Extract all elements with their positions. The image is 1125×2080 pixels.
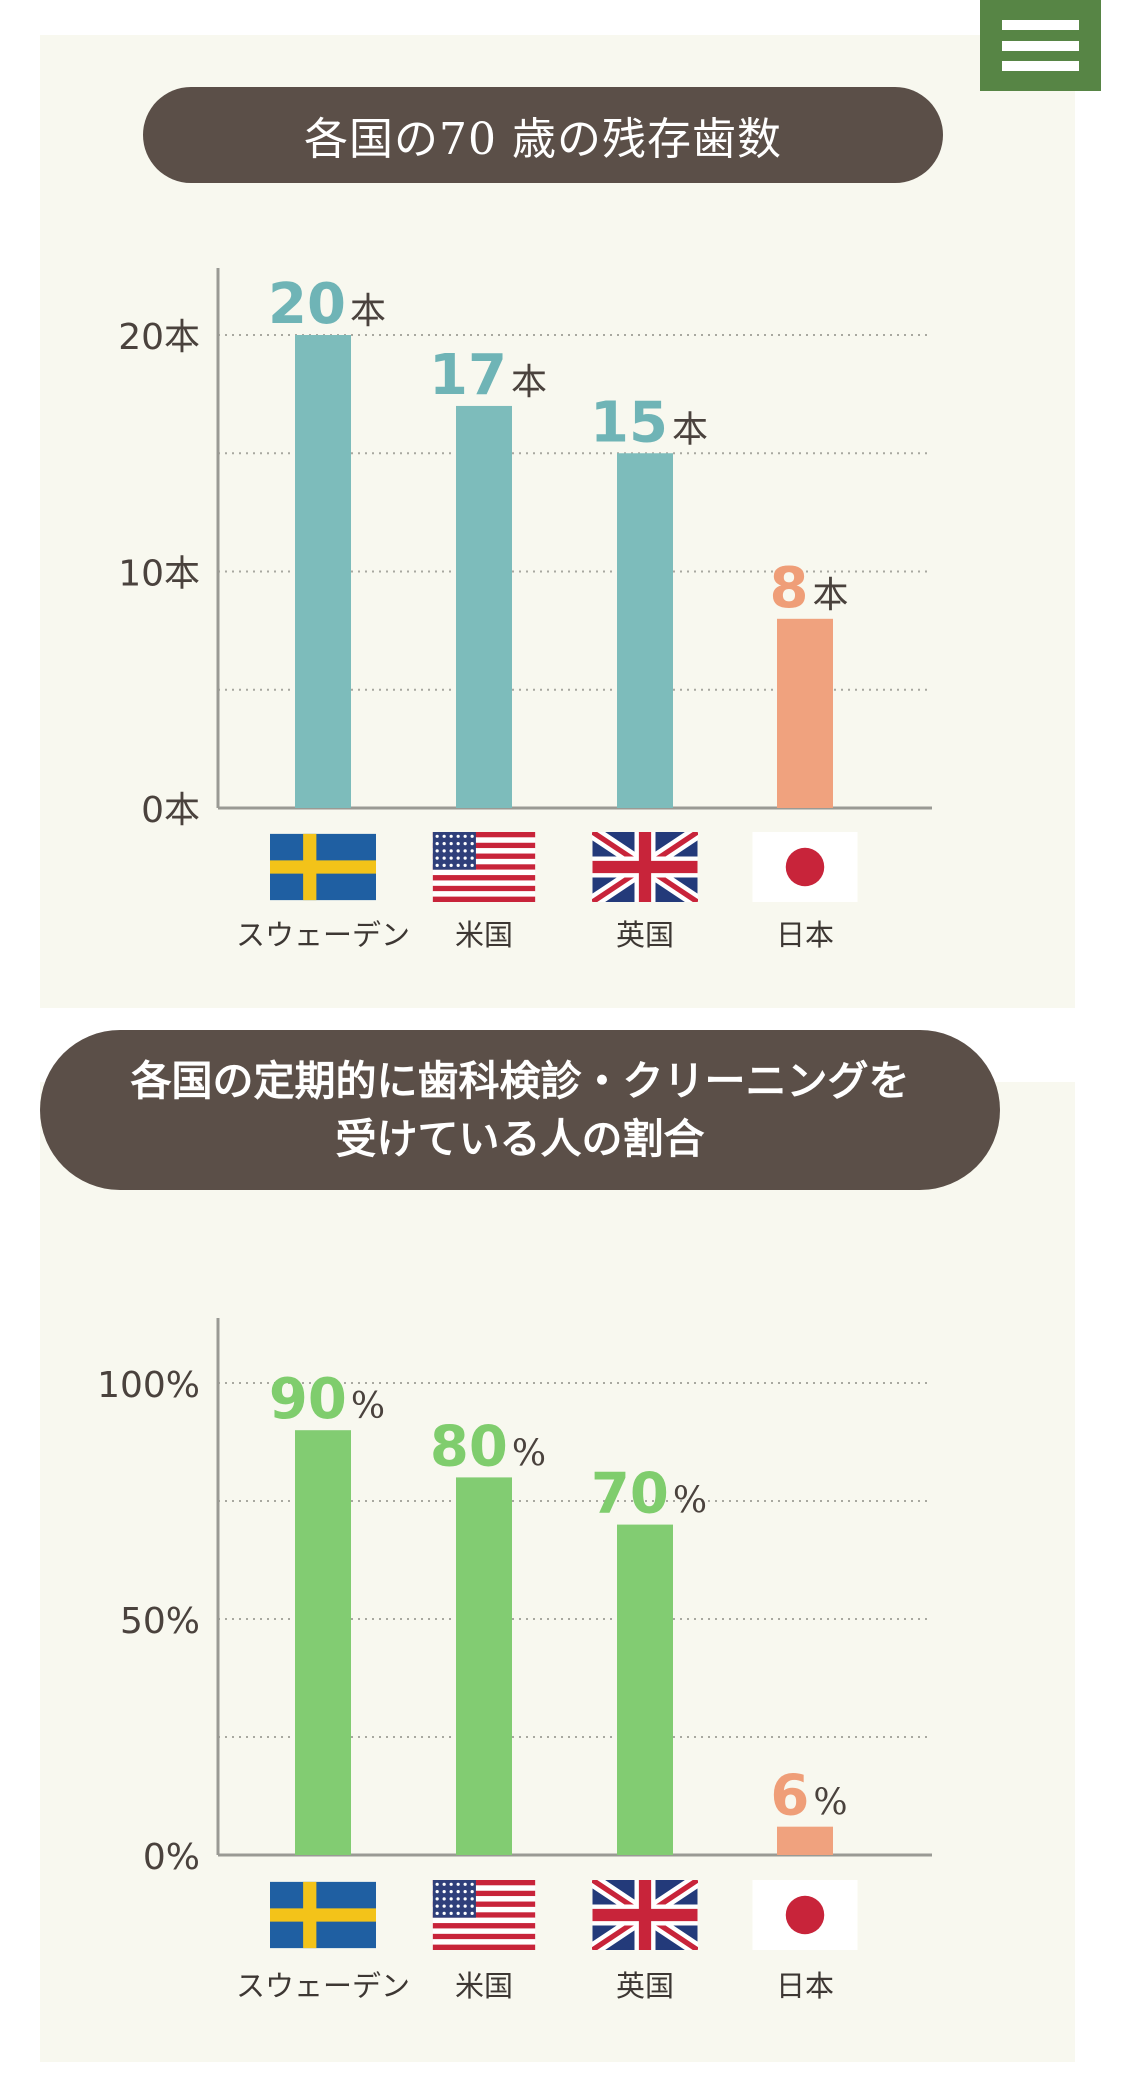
bar bbox=[295, 1430, 351, 1855]
data-label: 90% bbox=[269, 1367, 385, 1432]
data-label-value: 80 bbox=[430, 1414, 508, 1479]
y-tick-label: 0% bbox=[143, 1837, 200, 1878]
data-label-value: 6 bbox=[770, 1764, 809, 1829]
data-label: 80% bbox=[430, 1414, 546, 1479]
data-label-unit: % bbox=[813, 1783, 847, 1824]
data-label: 70% bbox=[591, 1462, 707, 1527]
bar bbox=[777, 1827, 833, 1855]
uk-flag-icon bbox=[592, 1880, 698, 1950]
usa-flag-icon bbox=[431, 832, 537, 902]
sweden-flag-icon bbox=[270, 832, 376, 902]
japan-flag-icon bbox=[752, 832, 858, 902]
x-tick-label: 日本 bbox=[705, 912, 905, 954]
y-tick-label: 100% bbox=[97, 1365, 200, 1406]
sweden-flag-icon bbox=[270, 1880, 376, 1950]
uk-flag-icon bbox=[592, 832, 698, 902]
data-label-unit: % bbox=[351, 1386, 385, 1427]
data-label: 6% bbox=[770, 1764, 847, 1829]
bar bbox=[617, 1525, 673, 1855]
y-tick-label: 50% bbox=[120, 1601, 200, 1642]
data-label-unit: % bbox=[673, 1481, 707, 1522]
bar bbox=[456, 1477, 512, 1855]
japan-flag-icon bbox=[752, 1880, 858, 1950]
data-label-unit: % bbox=[512, 1433, 546, 1474]
x-tick-label: 日本 bbox=[705, 1963, 905, 2005]
data-label-value: 90 bbox=[269, 1367, 347, 1432]
usa-flag-icon bbox=[431, 1880, 537, 1950]
data-label-value: 70 bbox=[591, 1462, 669, 1527]
